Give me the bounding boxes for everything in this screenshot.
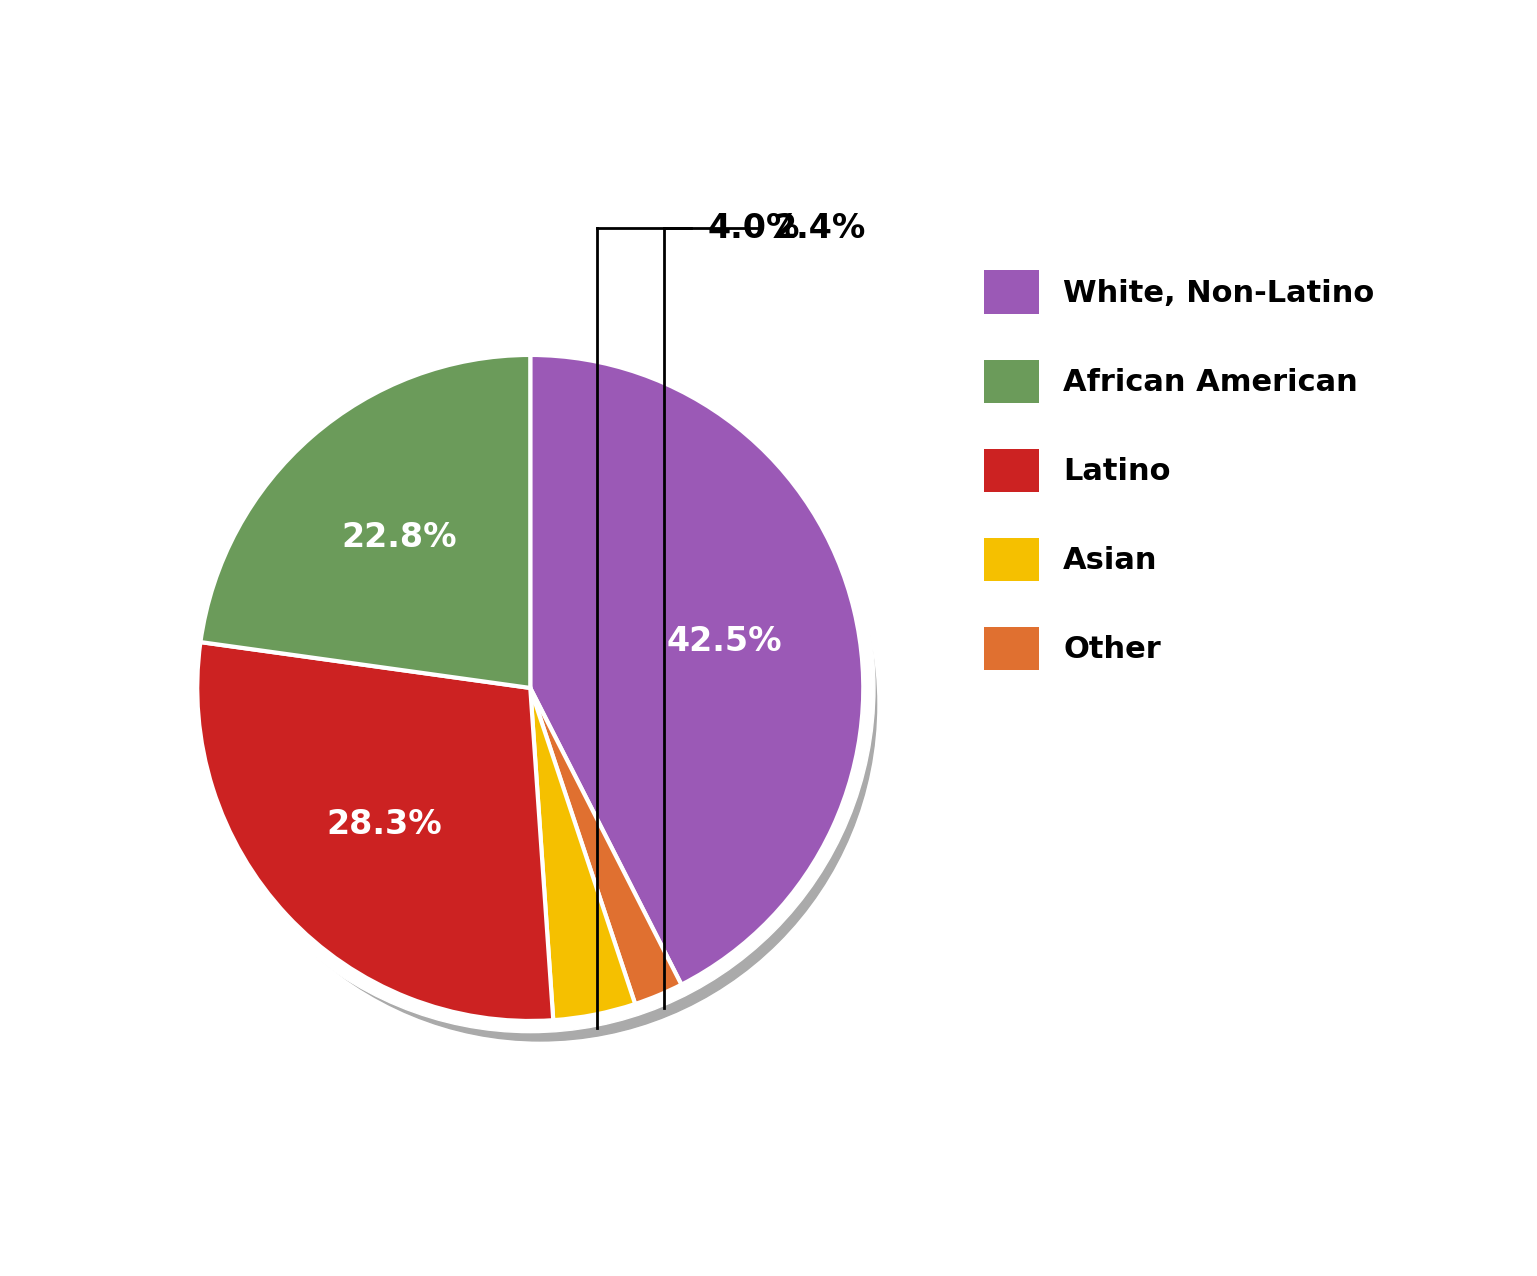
Wedge shape <box>197 642 553 1021</box>
Text: 4.0%: 4.0% <box>707 212 799 245</box>
Text: 42.5%: 42.5% <box>667 625 782 658</box>
Text: 2.4%: 2.4% <box>773 212 865 245</box>
Circle shape <box>186 343 875 1032</box>
Wedge shape <box>530 688 681 1004</box>
Wedge shape <box>530 688 635 1021</box>
Circle shape <box>204 369 876 1041</box>
Wedge shape <box>200 355 530 688</box>
Text: 22.8%: 22.8% <box>341 521 456 554</box>
Wedge shape <box>530 355 864 985</box>
Legend: White, Non-Latino, African American, Latino, Asian, Other: White, Non-Latino, African American, Lat… <box>984 271 1374 670</box>
Text: 28.3%: 28.3% <box>326 808 443 841</box>
